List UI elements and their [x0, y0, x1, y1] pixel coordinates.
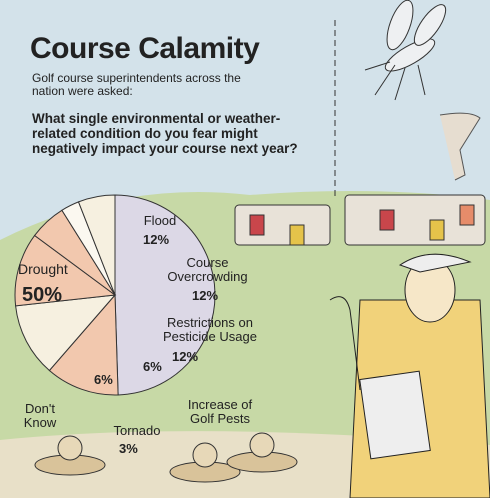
value-label: 50%: [22, 284, 62, 306]
value-label: 6%: [143, 360, 162, 374]
value-label: 12%: [192, 289, 218, 303]
question: What single environmental or weather-rel…: [32, 112, 322, 157]
category-label: Tornado: [112, 424, 162, 438]
category-label: Drought: [18, 262, 88, 277]
value-label: 3%: [119, 442, 138, 456]
category-label: Course Overcrowding: [160, 256, 255, 285]
infographic: Course Calamity Golf course superintende…: [0, 0, 490, 498]
value-label: 12%: [143, 233, 169, 247]
subtitle: Golf course superintendents across the n…: [32, 72, 262, 98]
category-label: Flood: [135, 214, 185, 228]
title: Course Calamity: [30, 32, 259, 65]
category-label: Increase of Golf Pests: [175, 398, 265, 427]
category-label: Restrictions on Pesticide Usage: [140, 316, 280, 345]
value-label: 6%: [94, 373, 113, 387]
value-label: 12%: [172, 350, 198, 364]
category-label: Don't Know: [15, 402, 65, 431]
